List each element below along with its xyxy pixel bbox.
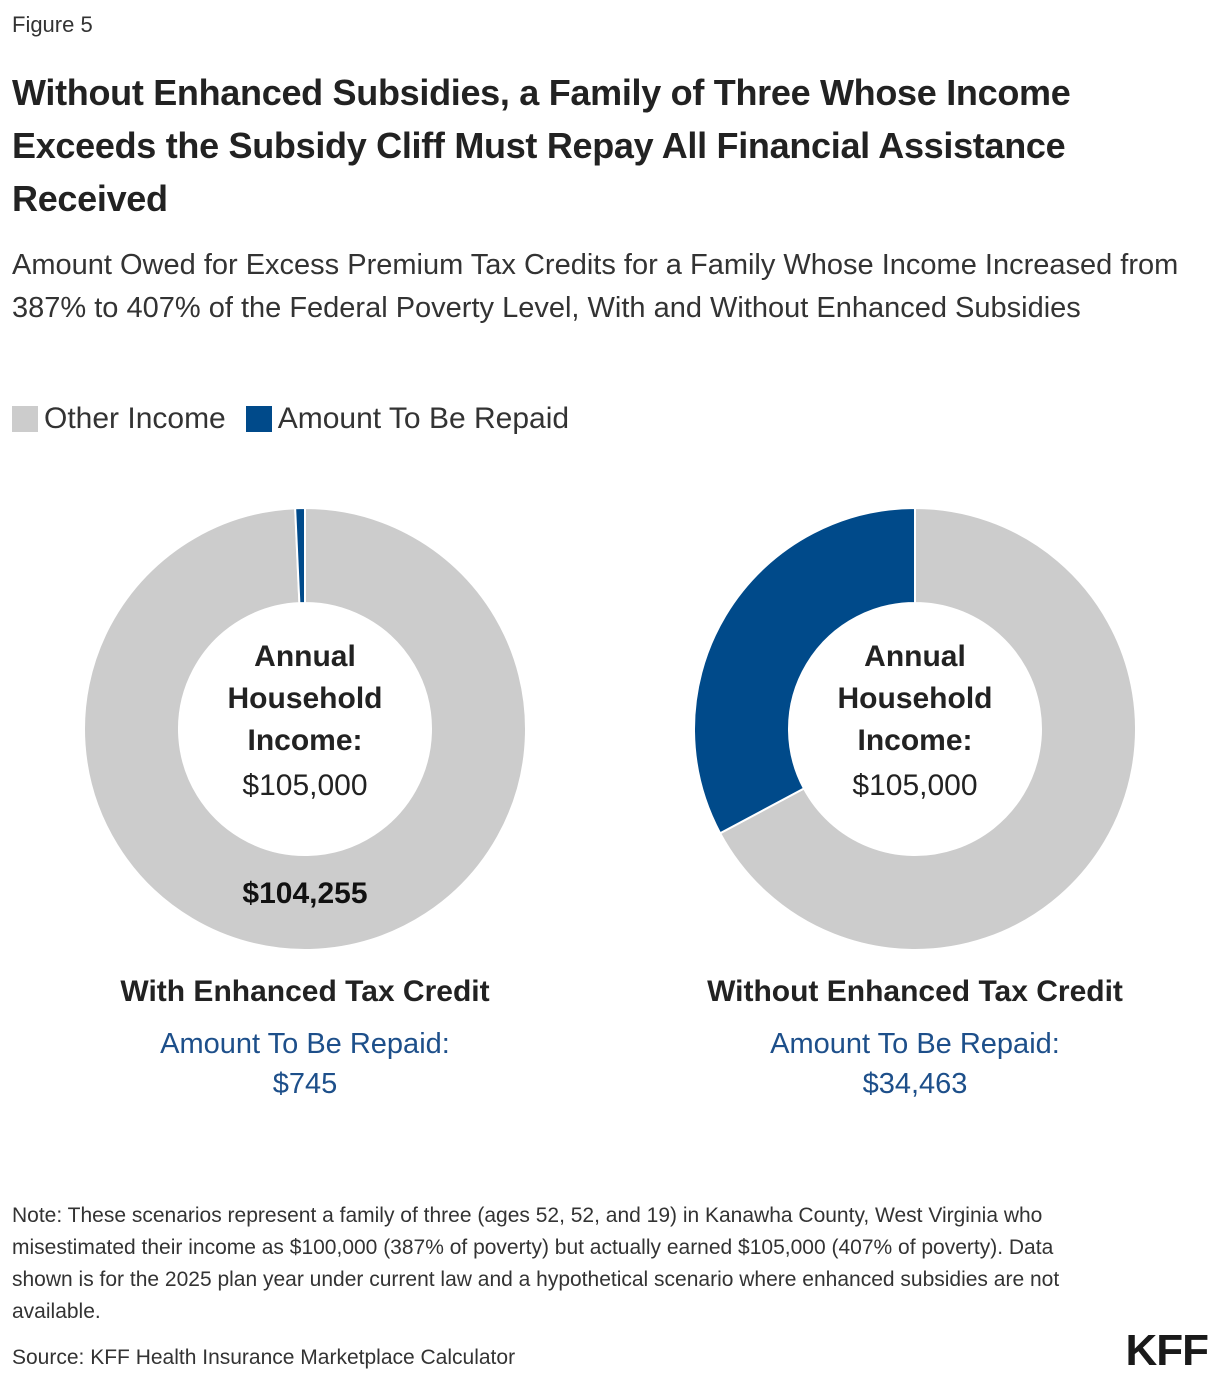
chart-source: Source: KFF Health Insurance Marketplace… [12, 1346, 516, 1369]
donut-center-label: Annual [864, 640, 966, 673]
caption-title-with-enhanced: With Enhanced Tax Credit [120, 975, 490, 1008]
donut-slice-amount-repaid [294, 506, 306, 605]
donut-slice-other-income [83, 506, 527, 951]
legend-item-amount-repaid: Amount To Be Repaid [245, 402, 570, 436]
repaid-value-with-enhanced: $745 [272, 1068, 338, 1100]
donut-center-label: Household [228, 682, 383, 715]
legend-label-other-income: Other Income [44, 402, 226, 435]
chart-subtitle: Amount Owed for Excess Premium Tax Credi… [12, 249, 1179, 324]
figure-label: Figure 5 [12, 12, 93, 37]
caption-repaid-without-enhanced: Amount To Be Repaid: $34,463 [655, 1024, 1175, 1104]
caption-without-enhanced: Without Enhanced Tax Credit Amount To Be… [655, 972, 1175, 1104]
repaid-value-without-enhanced: $34,463 [862, 1068, 968, 1100]
legend-swatch-amount-repaid [245, 406, 272, 432]
donut-center-value: $105,000 [242, 769, 367, 802]
caption-with-enhanced: With Enhanced Tax Credit Amount To Be Re… [45, 972, 565, 1104]
legend-item-other-income: Other Income [12, 402, 226, 436]
donut-center-label: Income: [247, 724, 362, 757]
donut-slice-amount-repaid [693, 506, 916, 835]
donut-center-label: Income: [857, 724, 972, 757]
chart-note: Note: These scenarios represent a family… [12, 1204, 1060, 1323]
chart-title: Without Enhanced Subsidies, a Family of … [12, 72, 1071, 219]
donut-center-label: Household [838, 682, 993, 715]
donut-slice-label: $104,255 [242, 877, 367, 910]
repaid-label-with-enhanced: Amount To Be Repaid: [160, 1028, 450, 1060]
kff-logo: KFF [1125, 1326, 1209, 1375]
repaid-label-without-enhanced: Amount To Be Repaid: [770, 1028, 1060, 1060]
donut-charts: Annual Household Income: $105,000 $104,255 An… [83, 506, 1137, 951]
donut-center-label: Annual [254, 640, 356, 673]
caption-title-without-enhanced: Without Enhanced Tax Credit [707, 975, 1123, 1008]
legend-label-amount-repaid: Amount To Be Repaid [277, 402, 570, 435]
caption-repaid-with-enhanced: Amount To Be Repaid: $745 [45, 1024, 565, 1104]
donut-slice-other-income [718, 506, 1137, 951]
donut-center-value: $105,000 [852, 769, 977, 802]
legend-swatch-other-income [12, 406, 38, 432]
legend: Other Income Amount To Be Repaid [12, 402, 589, 436]
